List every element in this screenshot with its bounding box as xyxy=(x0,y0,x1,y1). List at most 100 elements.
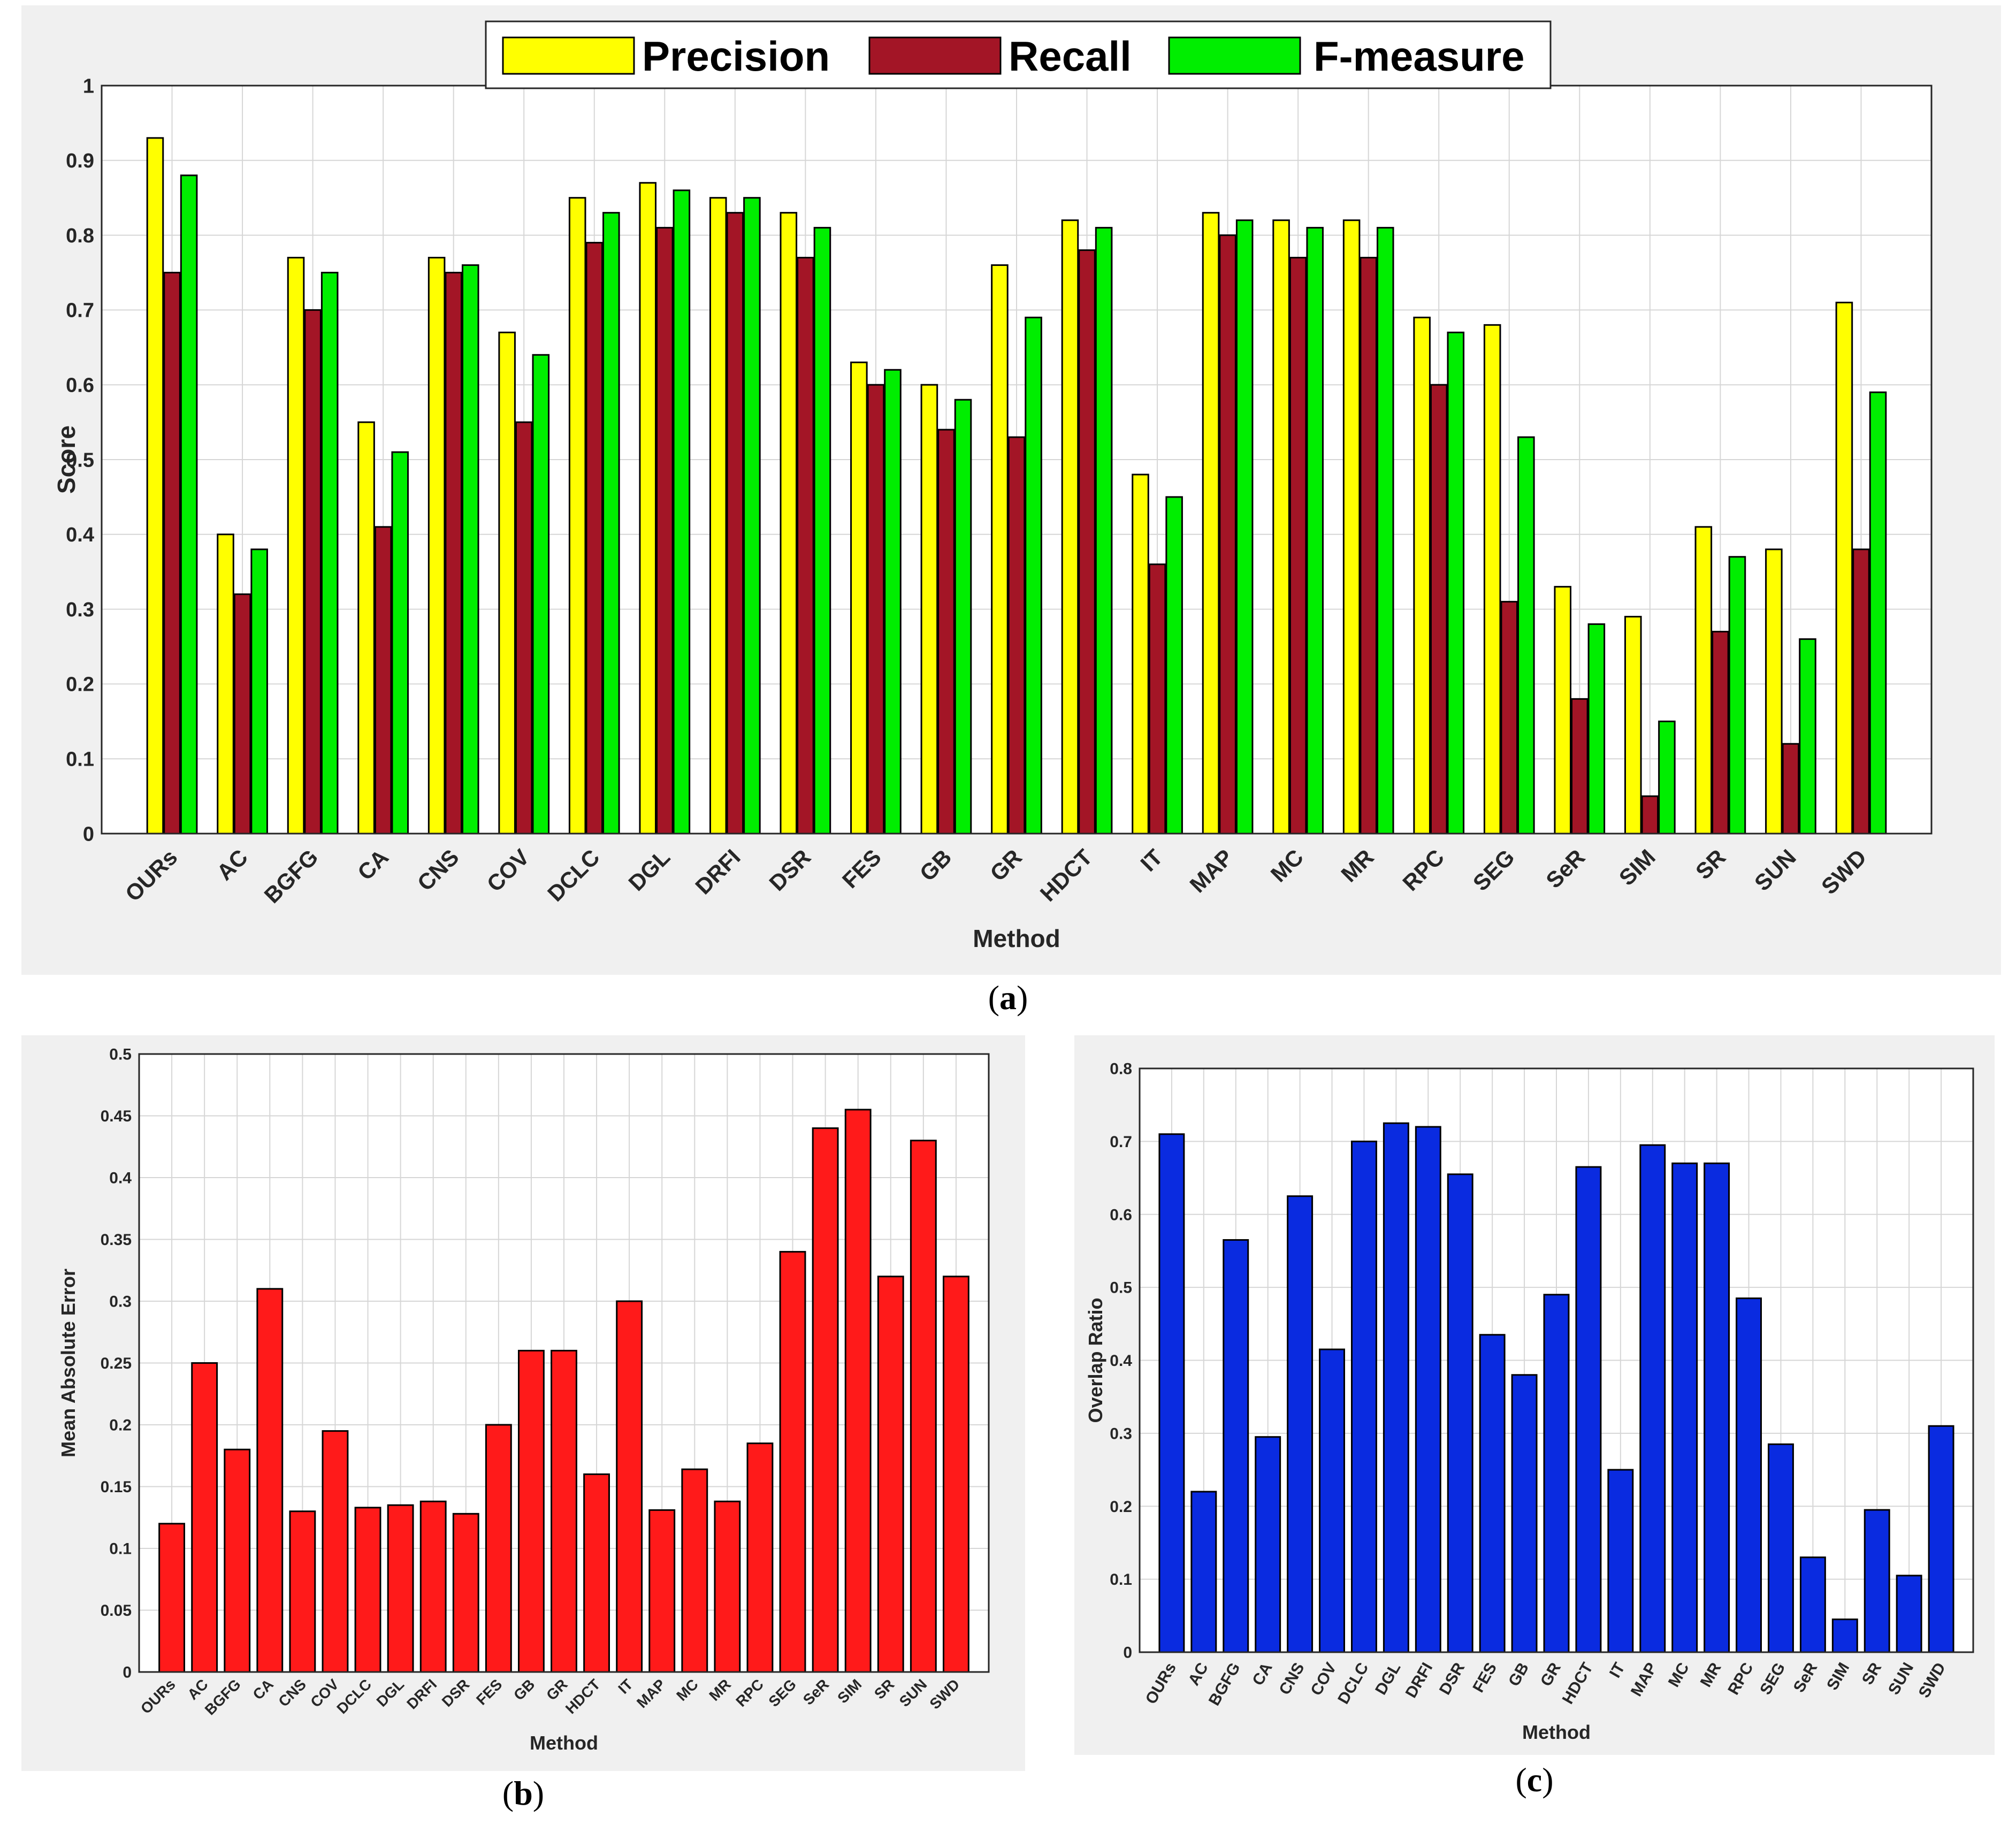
bar-c-overlap-mr xyxy=(1704,1162,1730,1653)
y-tick-label-a: 0.2 xyxy=(66,674,94,696)
bar-b-mae-dsr xyxy=(452,1513,479,1673)
bar-a-f-measure-ac xyxy=(250,548,268,835)
bar-a-precision-fes xyxy=(850,361,868,835)
bar-a-recall-gb xyxy=(937,429,955,835)
legend-label-f-measure: F-measure xyxy=(1314,33,1525,80)
y-tick-label-c: 0.3 xyxy=(1110,1425,1132,1442)
bar-b-mae-cov xyxy=(322,1430,349,1673)
bar-a-precision-hdct xyxy=(1061,219,1079,835)
x-tick-label-a: DSR xyxy=(764,844,815,896)
y-tick-label-a: 0.8 xyxy=(66,225,94,247)
bar-a-recall-ours xyxy=(163,272,181,835)
bar-a-recall-rpc xyxy=(1430,384,1448,835)
bar-a-precision-ac xyxy=(217,533,234,835)
bar-b-mae-map xyxy=(648,1509,676,1673)
x-tick-label-b: MC xyxy=(673,1676,701,1704)
bar-a-f-measure-ours xyxy=(180,174,198,835)
x-tick-label-c: SIM xyxy=(1823,1660,1853,1693)
x-tick-label-c: SUN xyxy=(1885,1660,1917,1698)
bar-a-precision-gb xyxy=(920,384,938,835)
bar-c-overlap-sr xyxy=(1864,1509,1890,1653)
x-tick-label-c: MAP xyxy=(1628,1660,1661,1699)
bar-c-overlap-ours xyxy=(1158,1133,1185,1653)
x-tick-label-c: DCLC xyxy=(1334,1660,1372,1707)
bar-a-precision-map xyxy=(1202,212,1220,835)
x-tick-label-c: SR xyxy=(1859,1660,1885,1688)
x-tick-label-a: CA xyxy=(353,844,393,885)
bar-a-precision-mr xyxy=(1342,219,1361,835)
bar-a-recall-dgl xyxy=(656,227,674,835)
x-tick-label-c: SWD xyxy=(1915,1660,1950,1701)
x-tick-label-a: SUN xyxy=(1750,844,1801,896)
bar-b-mae-sun xyxy=(910,1140,937,1673)
x-tick-label-a: AC xyxy=(212,844,253,885)
bar-a-precision-cov xyxy=(498,331,516,835)
bar-a-f-measure-rpc xyxy=(1447,331,1465,835)
bar-b-mae-sr xyxy=(877,1276,904,1673)
bar-b-mae-drfi xyxy=(419,1500,447,1673)
bar-c-overlap-ca xyxy=(1255,1436,1281,1653)
bar-a-precision-ours xyxy=(146,137,164,835)
y-tick-label-c: 0.4 xyxy=(1110,1352,1132,1370)
bar-a-recall-mc xyxy=(1289,257,1307,835)
bar-a-recall-swd xyxy=(1852,548,1870,835)
x-tick-label-a: DGL xyxy=(623,844,675,896)
x-tick-label-a: MC xyxy=(1266,844,1308,887)
plot-frame-c xyxy=(1139,1067,1974,1653)
bar-a-recall-ac xyxy=(233,593,251,835)
y-tick-label-a: 0.5 xyxy=(66,449,94,471)
bar-c-overlap-drfi xyxy=(1415,1126,1441,1653)
bar-b-mae-dclc xyxy=(354,1507,381,1673)
y-tick-label-c: 0.5 xyxy=(1110,1279,1132,1297)
bar-b-mae-rpc xyxy=(746,1442,774,1673)
x-tick-label-b: SIM xyxy=(834,1676,865,1706)
bar-a-f-measure-it xyxy=(1165,496,1183,835)
bar-b-mae-cns xyxy=(289,1510,316,1673)
x-tick-label-b: AC xyxy=(184,1676,211,1703)
bar-a-f-measure-drfi xyxy=(743,197,761,835)
bar-c-overlap-map xyxy=(1639,1144,1666,1653)
x-tick-label-b: FES xyxy=(473,1676,505,1708)
y-tick-label-b: 0.15 xyxy=(101,1478,132,1496)
bar-a-precision-rpc xyxy=(1413,316,1431,835)
x-tick-label-c: CA xyxy=(1249,1660,1276,1689)
x-tick-label-a: COV xyxy=(482,844,534,897)
x-tick-label-b: IT xyxy=(615,1676,636,1697)
y-tick-label-a: 0.3 xyxy=(66,599,94,621)
y-tick-label-c: 0.6 xyxy=(1110,1206,1132,1224)
bar-a-f-measure-seg xyxy=(1517,436,1535,835)
x-tick-label-b: SR xyxy=(871,1676,897,1702)
x-tick-label-c: GB xyxy=(1505,1660,1532,1689)
x-tick-label-a: MAP xyxy=(1185,844,1238,897)
x-tick-label-a: IT xyxy=(1135,844,1167,876)
bar-a-f-measure-cov xyxy=(532,354,550,835)
x-tick-label-b: CA xyxy=(249,1676,277,1703)
x-tick-label-a: OURs xyxy=(120,844,182,906)
bar-a-f-measure-bgfg xyxy=(320,272,339,835)
x-tick-label-b: MR xyxy=(706,1676,734,1704)
x-tick-label-a: SIM xyxy=(1614,844,1660,890)
x-tick-label-a: CNS xyxy=(413,844,464,896)
x-tick-label-c: SeR xyxy=(1790,1660,1821,1696)
y-tick-label-a: 0.1 xyxy=(66,749,94,771)
y-tick-label-a: 0.7 xyxy=(66,300,94,322)
bar-b-mae-mc xyxy=(681,1468,708,1673)
bar-a-recall-ser xyxy=(1571,698,1589,835)
x-axis-label-a: Method xyxy=(973,925,1060,952)
y-tick-label-c: 0.8 xyxy=(1110,1060,1132,1078)
x-tick-label-b: GB xyxy=(510,1676,538,1704)
y-tick-label-a: 1 xyxy=(83,75,94,97)
x-tick-label-b: SUN xyxy=(896,1676,930,1710)
bar-c-overlap-dgl xyxy=(1383,1122,1409,1653)
bar-a-recall-dsr xyxy=(797,257,814,835)
bar-a-f-measure-swd xyxy=(1869,391,1887,835)
bar-a-f-measure-mc xyxy=(1306,227,1324,835)
bar-a-precision-drfi xyxy=(709,197,727,835)
bar-a-recall-cns xyxy=(445,272,462,835)
y-tick-label-c: 0.2 xyxy=(1110,1498,1132,1516)
bar-b-mae-ser xyxy=(812,1127,839,1673)
x-tick-label-b: OURs xyxy=(138,1676,179,1717)
bar-a-recall-bgfg xyxy=(304,309,322,835)
bar-a-recall-map xyxy=(1219,234,1236,835)
bar-c-overlap-bgfg xyxy=(1223,1239,1249,1653)
